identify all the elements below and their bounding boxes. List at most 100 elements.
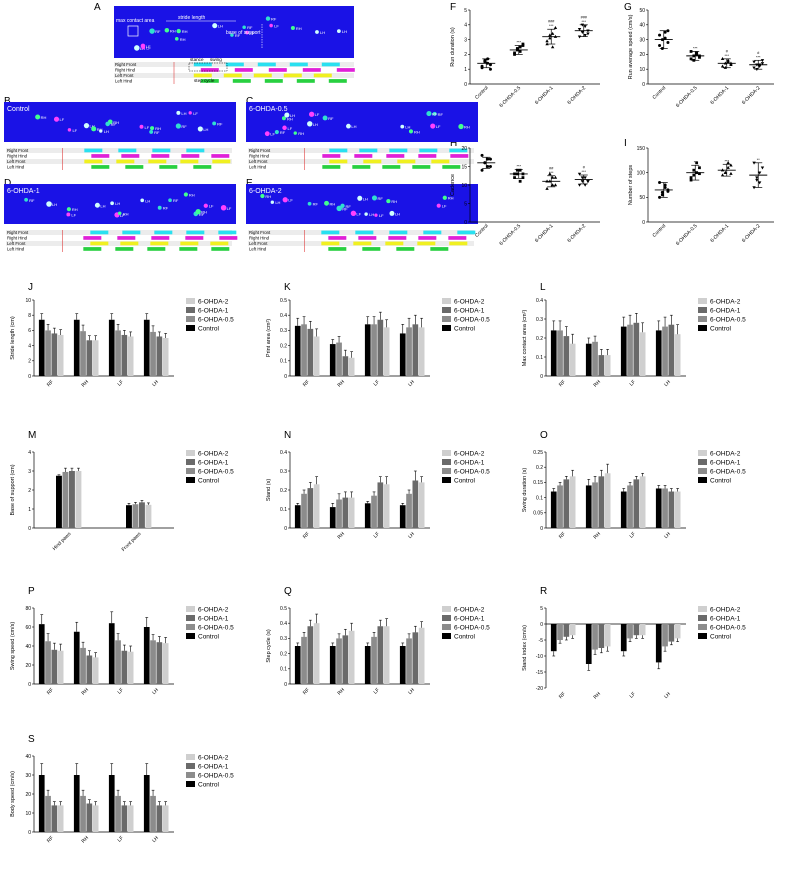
legend-swatch <box>186 307 195 313</box>
bar <box>604 355 611 376</box>
paw-print <box>274 129 279 135</box>
paw-code: RH <box>298 131 304 136</box>
bar <box>329 646 336 684</box>
x-tick-label: 6-OHDA-1 <box>534 223 555 244</box>
legend-swatch <box>698 477 707 483</box>
gait-stance-bar <box>386 154 405 158</box>
bar <box>69 471 75 528</box>
data-point <box>483 161 487 165</box>
bar <box>108 623 115 684</box>
legend-swatch <box>186 298 195 304</box>
y-tick-label: 0.4 <box>536 298 543 304</box>
bar <box>313 336 320 376</box>
legend-entry: 6-OHDA-1 <box>710 616 741 623</box>
bar <box>598 624 605 648</box>
bar <box>86 340 93 376</box>
gait-stance-bar <box>121 154 140 158</box>
paw-print <box>164 27 170 33</box>
paw-print <box>220 204 227 211</box>
paw-print <box>322 115 328 121</box>
data-point <box>486 61 490 65</box>
bar <box>364 324 371 376</box>
gait-stance-bar <box>152 148 171 153</box>
paw-print <box>149 28 155 34</box>
paw-print <box>436 203 441 208</box>
paw-print <box>139 124 144 129</box>
x-tick-label: Control <box>474 85 490 101</box>
gait-row-label: Right Front <box>249 148 271 153</box>
paw-code: RF <box>280 130 286 135</box>
panel-label-e: E <box>246 178 253 189</box>
paw-print <box>46 201 52 207</box>
data-point <box>545 39 549 43</box>
bar <box>662 488 668 528</box>
y-axis-label: Base of support (cm) <box>10 464 16 515</box>
annotation-swing: swing <box>210 57 222 62</box>
data-point <box>755 68 759 71</box>
y-tick-label: 0 <box>540 622 543 628</box>
bar <box>383 484 390 528</box>
paw-print <box>308 111 315 117</box>
bar <box>336 499 342 528</box>
x-tick-label: RF <box>302 531 311 540</box>
bar <box>80 795 86 832</box>
gait-stance-bar <box>442 165 461 169</box>
data-point <box>577 35 582 39</box>
bar <box>668 624 675 642</box>
paw-code: RH <box>180 37 186 42</box>
gait-stance-bar <box>223 73 242 78</box>
gait-row-label: Right Hind <box>249 236 270 241</box>
paw-code: RH <box>391 199 397 204</box>
y-tick-label: 0.4 <box>280 450 287 456</box>
legend-entry: 6-OHDA-1 <box>710 308 741 315</box>
paw-print <box>99 129 103 133</box>
paw-code: RF <box>377 196 383 201</box>
bar <box>294 646 301 684</box>
gait-stance-bar <box>180 159 199 164</box>
legend-entry: 6-OHDA-0.5 <box>454 317 490 324</box>
paw-print <box>245 30 249 35</box>
data-point <box>515 168 519 172</box>
gait-stance-bar <box>154 230 173 235</box>
data-point <box>752 66 756 70</box>
bar <box>80 331 86 376</box>
data-point <box>583 33 587 37</box>
legend-swatch <box>186 754 195 760</box>
data-point <box>663 36 667 40</box>
paw-code: RF <box>111 122 117 127</box>
data-point <box>729 163 733 167</box>
gait-stance-bar <box>448 236 467 240</box>
bar <box>418 627 425 684</box>
x-tick-label: RF <box>558 531 567 540</box>
legend-swatch <box>186 606 195 612</box>
y-tick-label: 0.2 <box>280 488 287 494</box>
paw-code: LF <box>209 204 214 209</box>
y-tick-label: 0.4 <box>280 313 287 319</box>
paw-print <box>442 195 447 200</box>
paw-print <box>270 200 275 204</box>
x-tick-label: 6-OHDA-2 <box>566 223 587 244</box>
legend-swatch <box>442 633 451 639</box>
bar <box>38 775 45 832</box>
bar <box>92 805 99 832</box>
paw-code: LH <box>100 203 105 208</box>
legend-entry: 6-OHDA-1 <box>198 460 229 467</box>
legend-entry: 6-OHDA-0.5 <box>710 469 746 476</box>
data-point <box>486 157 490 161</box>
significance-mark: *** <box>517 41 522 45</box>
data-point <box>723 170 728 174</box>
bar <box>348 630 355 684</box>
x-tick-label: LH <box>663 531 672 540</box>
y-tick-label: 4 <box>464 23 467 29</box>
paw-code: LF <box>146 45 151 50</box>
paw-print <box>134 45 140 51</box>
bar <box>51 805 58 832</box>
panel-label-j: J <box>28 282 33 293</box>
data-point <box>658 195 662 199</box>
y-tick-label: 2 <box>28 359 31 365</box>
x-tick-label: LH <box>407 531 416 540</box>
y-tick-label: 10 <box>25 811 31 817</box>
bar <box>406 638 412 684</box>
gait-stance-bar <box>417 241 436 246</box>
